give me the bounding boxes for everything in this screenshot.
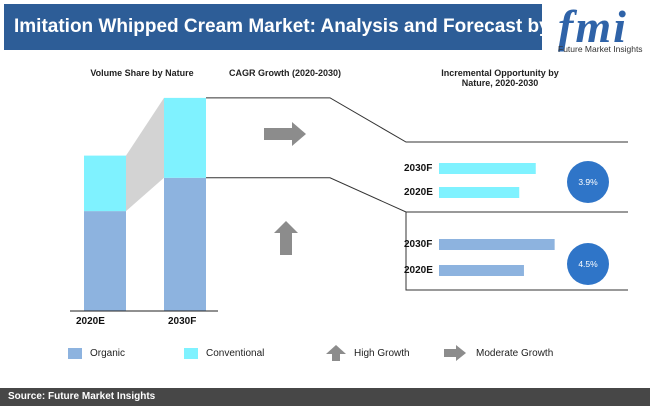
incremental-title: Incremental Opportunity by Nature, 2020-… — [441, 68, 559, 88]
vs-label-2020E: 2020E — [76, 316, 105, 327]
high-growth-arrow — [274, 221, 298, 255]
title-bar: Imitation Whipped Cream Market: Analysis… — [4, 4, 615, 50]
cagr-title: CAGR Growth (2020-2030) — [228, 68, 342, 78]
vs-label-2030F: 2030F — [168, 316, 197, 327]
cagr-circle-1: 3.9% — [567, 161, 609, 203]
funnel-line-bottom — [405, 212, 628, 291]
legend-conventional: Conventional — [184, 346, 264, 360]
group2-label-2030F: 2030F — [404, 239, 433, 250]
footer: Source: Future Market Insights — [0, 388, 650, 406]
moderate-growth-arrow — [264, 122, 306, 146]
bar-connector — [126, 97, 164, 212]
incr-bar-1-2020E — [439, 187, 520, 198]
incr-bar-2-2020E — [439, 265, 524, 276]
logo-subtitle: Future Market Insights — [558, 44, 643, 54]
logo-mark: fmi — [558, 1, 628, 52]
up-arrow-icon — [326, 345, 346, 361]
legend-moderate-growth-label: Moderate Growth — [476, 347, 554, 359]
footer-source: Source: Future Market Insights — [8, 391, 156, 402]
page-title: Imitation Whipped Cream Market: Analysis… — [14, 16, 616, 37]
incr-bar-2-2030F — [439, 239, 555, 250]
legend-high-growth: High Growth — [326, 345, 410, 361]
conventional-swatch — [184, 347, 198, 359]
cagr-circle-2: 4.5% — [567, 243, 609, 285]
right-arrow-icon — [444, 345, 466, 361]
fmi-logo: fmi Future Market Insights — [552, 1, 646, 56]
legend-moderate-growth: Moderate Growth — [444, 345, 554, 361]
group2-label-2020E: 2020E — [404, 265, 433, 276]
group1-label-2020E: 2020E — [404, 187, 433, 198]
volume-share-title: Volume Share by Nature — [90, 68, 194, 78]
bar-organic-2030F — [164, 177, 206, 311]
funnel-line-top — [206, 97, 628, 143]
bar-conventional-2030F — [164, 97, 206, 178]
funnel-line-mid — [206, 177, 628, 213]
legend-organic: Organic — [68, 346, 125, 360]
organic-swatch — [68, 347, 82, 359]
legend-high-growth-label: High Growth — [354, 347, 410, 359]
bar-organic-2020E — [84, 211, 126, 311]
bar-conventional-2020E — [84, 155, 126, 212]
legend-conventional-label: Conventional — [206, 347, 265, 359]
group1-label-2030F: 2030F — [404, 163, 433, 174]
incr-bar-1-2030F — [439, 163, 536, 174]
legend-organic-label: Organic — [90, 347, 126, 359]
